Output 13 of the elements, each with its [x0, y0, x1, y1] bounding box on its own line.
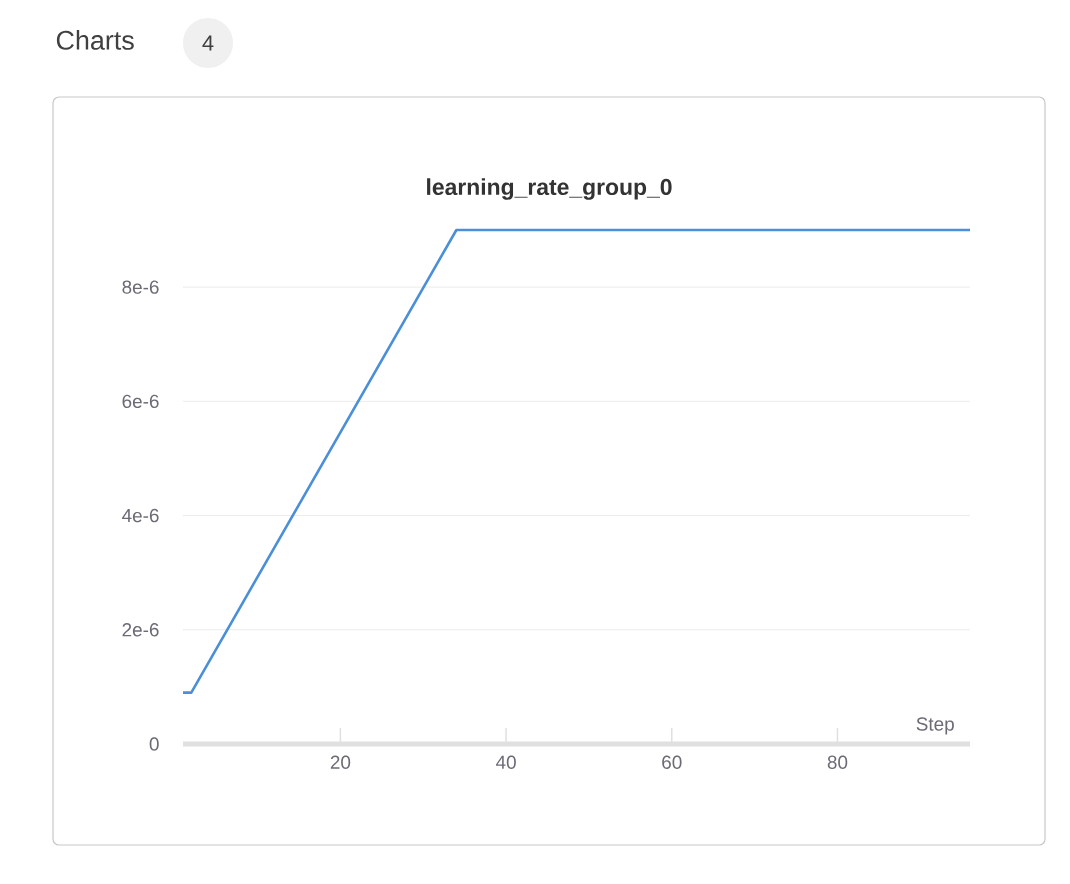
x-tick-label: 60: [662, 755, 682, 769]
y-tick-label: 6e-6: [122, 394, 159, 409]
x-tick-label: 80: [827, 755, 848, 769]
x-axis-title: Step: [916, 717, 954, 735]
y-tick-label: 2e-6: [122, 623, 159, 637]
text: 4: [202, 35, 214, 51]
x-tick-label: 40: [496, 755, 516, 769]
y-tick-label: 4e-6: [122, 508, 159, 523]
y-tick-label: 0: [149, 737, 159, 751]
y-tick-label: 8e-6: [122, 280, 159, 294]
text: Charts: [56, 30, 134, 50]
x-tick-label: 20: [330, 755, 351, 769]
chart-title: learning_rate_group_0: [427, 178, 672, 200]
